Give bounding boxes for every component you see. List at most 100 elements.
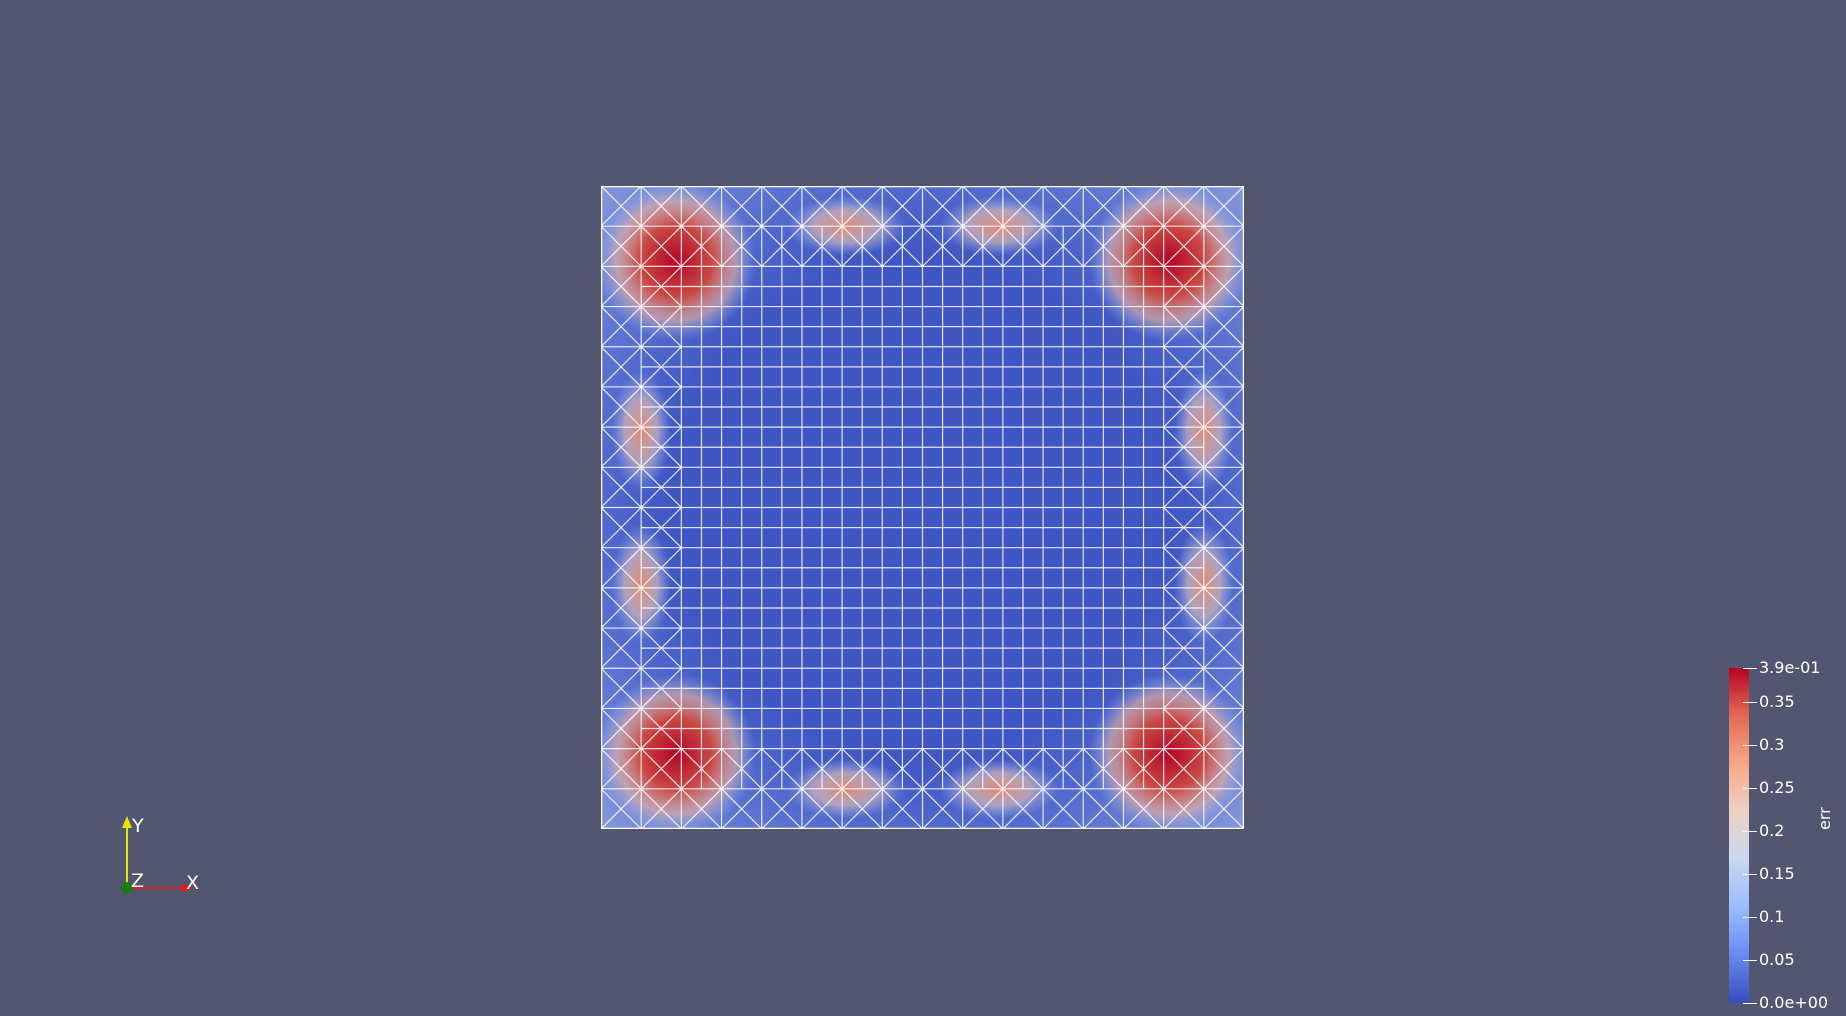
mesh-edge [962,748,1004,790]
mesh-edge [1082,225,1124,267]
mesh-edge [922,788,964,829]
mesh-edge [1163,386,1205,428]
mesh-edge [801,788,843,829]
mesh-edge [640,627,682,669]
mesh-edge [962,186,1004,227]
mesh-edge [601,426,642,468]
y-axis-arrow [122,816,132,828]
mesh-edge [601,225,642,267]
colorbar-tick [1743,702,1757,704]
mesh-edge [1203,627,1244,669]
mesh-edge [1123,788,1165,829]
mesh-edge [1002,748,1044,790]
mesh-edge [1002,225,1044,267]
mesh-edge [640,708,682,750]
mesh-edge [1163,426,1205,468]
colorbar [1729,668,1749,1003]
colorbar-tick-label: 0.35 [1759,692,1795,712]
colorbar-tick-label: 0.25 [1759,778,1795,798]
mesh-edge [761,225,803,267]
mesh-edge [922,748,964,790]
mesh-edge [680,186,722,227]
mesh-edge [881,748,923,790]
mesh-edge [1163,306,1205,348]
mesh-edge [761,748,803,790]
mesh-edge [1163,547,1205,589]
mesh-edge [601,466,642,508]
mesh-edge [1163,788,1205,829]
colorbar-tick-label: 0.3 [1759,735,1785,755]
mesh-edge [801,186,843,227]
mesh-edge [601,748,642,790]
mesh-plot[interactable] [601,186,1244,829]
mesh-edge [1203,306,1244,348]
colorbar-tick [1743,788,1757,790]
colorbar-tick [1743,874,1757,876]
mesh-edge [1123,748,1165,790]
orientation-axes: Y Z X [121,815,199,894]
mesh-edge [1082,186,1124,227]
mesh-edge [962,788,1004,829]
mesh-edge [1163,507,1205,549]
mesh-edge [1203,466,1244,508]
mesh-edge [601,507,642,549]
mesh-edge [721,186,763,227]
colorbar-tick [1743,745,1757,747]
colorbar-tick-label: 0.2 [1759,821,1785,841]
colorbar-tick-label: 3.9e-01 [1759,658,1821,677]
colorbar-tick-label: 0.1 [1759,907,1785,927]
mesh-edge [1042,788,1084,829]
mesh-edge [640,306,682,348]
x-axis-arrow [182,883,194,893]
mesh-edge [1163,667,1205,709]
colorbar-tick-label: 0.15 [1759,864,1795,884]
colorbar-tick [1743,917,1757,919]
mesh-edge [761,788,803,829]
mesh-edge [1203,587,1244,629]
mesh-edge [962,225,1004,267]
mesh-edge [1042,186,1084,227]
mesh-edge [1203,386,1244,428]
colorbar-tick-label: 0.0e+00 [1759,993,1829,1012]
mesh-edge [640,386,682,428]
mesh-edge [761,186,803,227]
mesh-edge [1203,265,1244,307]
colorbar-title: err [1815,807,1834,830]
mesh-edge [640,587,682,629]
mesh-edge [1163,225,1205,267]
mesh-edge [1163,186,1205,227]
mesh-edge [1163,627,1205,669]
mesh-edge [841,788,883,829]
mesh-edge [881,186,923,227]
mesh-edge [1203,426,1244,468]
mesh-edge [601,788,642,829]
x-axis-label: X [186,872,199,894]
mesh-edge [601,265,642,307]
mesh-edge [601,667,642,709]
mesh-edge [640,426,682,468]
mesh-edge [1002,186,1044,227]
mesh-edge [881,788,923,829]
mesh-edge [1163,748,1205,790]
y-axis-label: Y [131,815,144,837]
mesh-edge [601,587,642,629]
mesh-edge [640,748,682,790]
mesh-edge [1002,788,1044,829]
mesh-edge [721,225,763,267]
mesh-edge [640,186,682,227]
colorbar-tick-label: 0.05 [1759,950,1795,970]
mesh-edge [640,667,682,709]
z-axis-marker [121,882,133,894]
mesh-edge [801,225,843,267]
mesh-edge [680,788,722,829]
mesh-edge [1163,346,1205,388]
mesh-edge [1123,186,1165,227]
mesh-edge [841,748,883,790]
mesh-edge [1203,748,1244,790]
mesh-edge [1203,225,1244,267]
mesh-edge [1163,708,1205,750]
mesh-edge [680,748,722,790]
mesh-edge [640,466,682,508]
mesh-edge [1163,466,1205,508]
